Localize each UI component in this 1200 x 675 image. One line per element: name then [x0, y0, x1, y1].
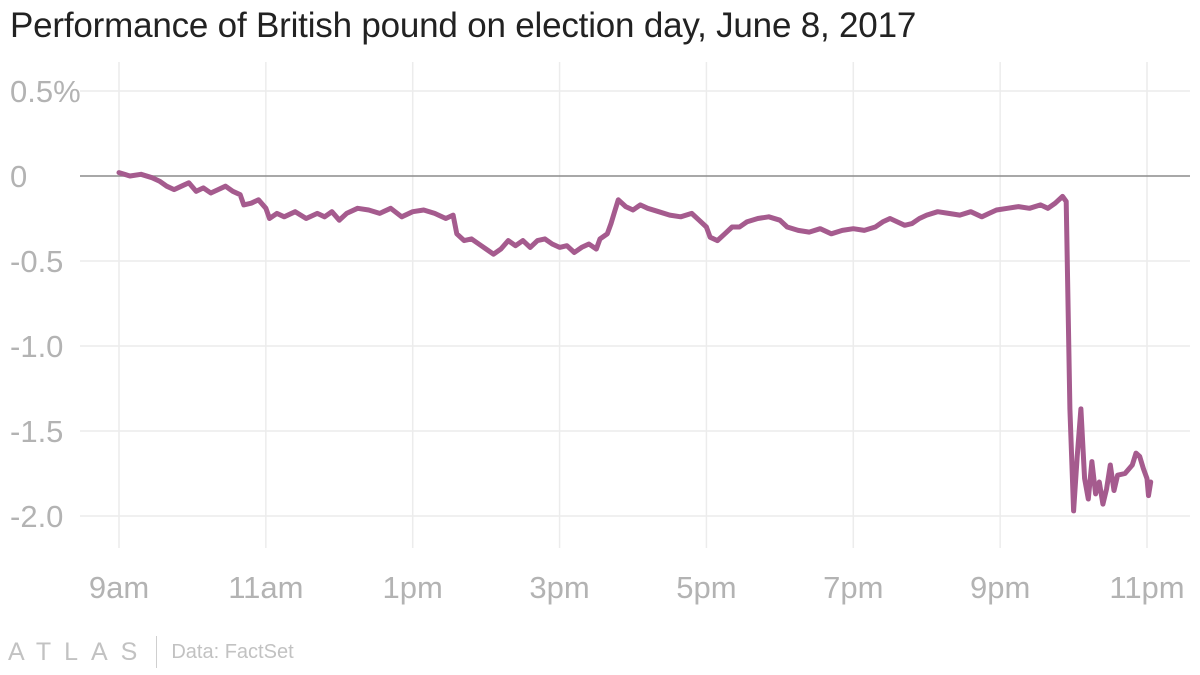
- atlas-logo: ATLAS: [8, 637, 151, 666]
- x-tick-label: 7pm: [823, 570, 883, 605]
- y-tick-label: -2.0: [10, 499, 63, 534]
- axes: 9am 11am 1pm 3pm 5pm 7pm 9pm 11pm 0.5% 0 -0.5 -1.0 -…: [10, 74, 1185, 605]
- series-line-british-pound: [116, 170, 1154, 514]
- x-tick-label: 1pm: [383, 570, 443, 605]
- x-tick-label: 9am: [89, 570, 149, 605]
- chart-title: Performance of British pound on election…: [10, 6, 917, 45]
- x-tick-label: 11am: [228, 570, 303, 605]
- x-tick-label: 3pm: [529, 570, 589, 605]
- footer-divider: [156, 636, 158, 668]
- line-chart: 9am 11am 1pm 3pm 5pm 7pm 9pm 11pm 0.5% 0 -0.5 -1.0 -…: [10, 62, 1190, 605]
- x-tick-label: 5pm: [676, 570, 736, 605]
- source-note: Data: FactSet: [171, 640, 294, 663]
- y-tick-label: -0.5: [10, 244, 63, 279]
- y-tick-label: 0: [10, 159, 27, 194]
- y-tick-label: 0.5%: [10, 74, 81, 109]
- x-tick-label: 9pm: [970, 570, 1030, 605]
- series-layer: [116, 170, 1154, 514]
- y-tick-label: -1.5: [10, 414, 63, 449]
- footer: ATLAS Data: FactSet: [8, 636, 294, 668]
- y-tick-label: -1.0: [10, 329, 63, 364]
- grid: [80, 62, 1190, 548]
- x-tick-label: 11pm: [1109, 570, 1184, 605]
